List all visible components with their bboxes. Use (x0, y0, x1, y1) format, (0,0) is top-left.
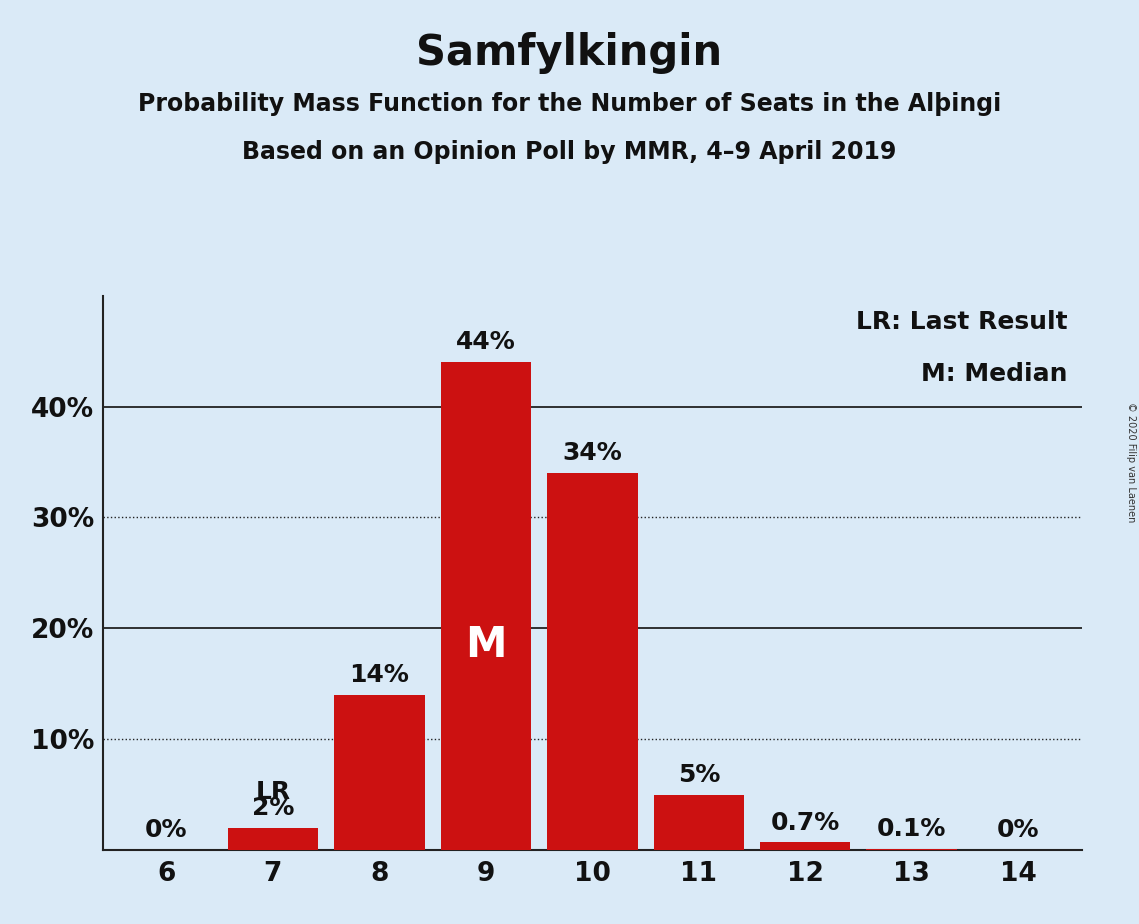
Bar (547, 473, 638, 850)
Text: 0.1%: 0.1% (877, 817, 947, 841)
Text: 0%: 0% (997, 819, 1040, 843)
Text: M: Median: M: Median (920, 362, 1067, 386)
Text: © 2020 Filip van Laenen: © 2020 Filip van Laenen (1126, 402, 1136, 522)
Bar (654, 795, 744, 850)
Text: Probability Mass Function for the Number of Seats in the Alþingi: Probability Mass Function for the Number… (138, 92, 1001, 116)
Text: 0%: 0% (145, 819, 188, 843)
Text: 34%: 34% (563, 442, 622, 466)
Bar (760, 843, 851, 850)
Text: LR: Last Result: LR: Last Result (855, 310, 1067, 334)
Text: 0.7%: 0.7% (771, 810, 839, 834)
Text: 14%: 14% (350, 663, 409, 687)
Text: M: M (465, 625, 507, 666)
Text: 44%: 44% (456, 331, 516, 355)
Text: Based on an Opinion Poll by MMR, 4–9 April 2019: Based on an Opinion Poll by MMR, 4–9 Apr… (243, 140, 896, 164)
Bar (334, 695, 425, 850)
Text: Samfylkingin: Samfylkingin (417, 32, 722, 74)
Bar (228, 828, 318, 850)
Text: LR: LR (255, 780, 290, 804)
Bar (867, 849, 957, 850)
Text: 2%: 2% (252, 796, 294, 821)
Text: 5%: 5% (678, 763, 720, 787)
Bar (441, 362, 531, 850)
